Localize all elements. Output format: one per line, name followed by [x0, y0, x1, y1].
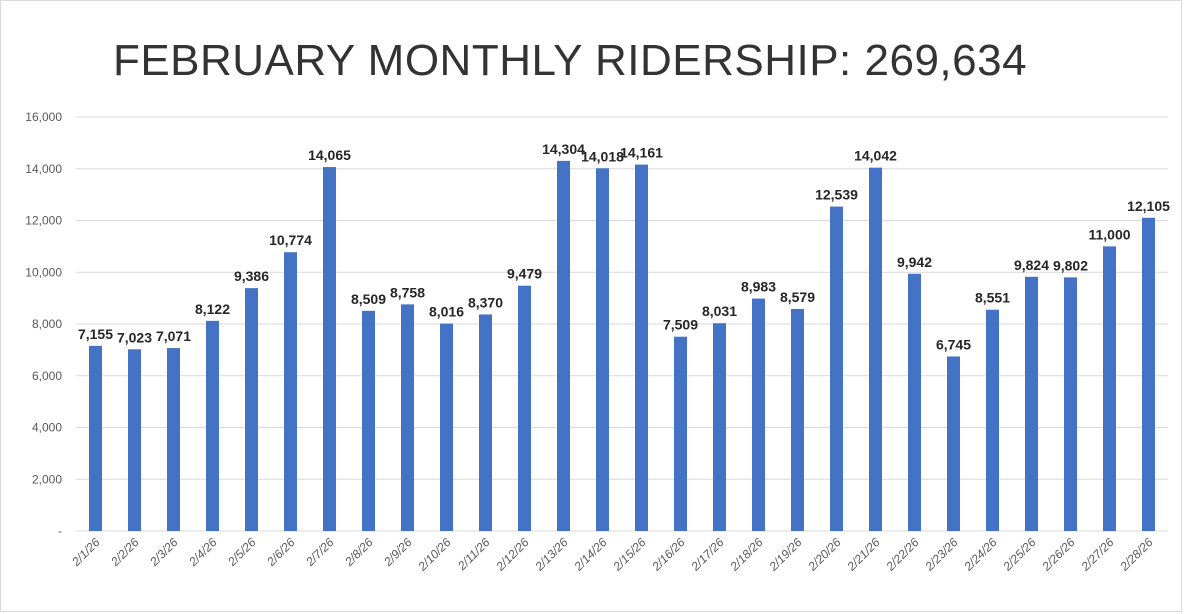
y-tick-label: 14,000: [25, 162, 62, 176]
bar: [596, 168, 609, 532]
y-tick-label: 2,000: [32, 472, 62, 486]
bar: [167, 348, 180, 531]
data-label: 8,122: [195, 301, 230, 317]
bar: [674, 336, 687, 531]
bar: [908, 273, 921, 531]
bar: [986, 309, 999, 531]
data-label: 8,758: [390, 284, 425, 300]
bar: [947, 356, 960, 531]
x-tick-label: 2/2/26: [107, 535, 141, 569]
y-tick-label: 8,000: [32, 317, 62, 331]
bar: [1103, 246, 1116, 531]
x-tick-label: 2/16/26: [649, 535, 688, 574]
y-tick-label: 10,000: [25, 265, 62, 279]
x-tick-label: 2/6/26: [263, 535, 297, 569]
x-tick-label: 2/5/26: [224, 535, 258, 569]
bar: [869, 167, 882, 531]
data-label: 9,386: [234, 268, 269, 284]
x-tick-label: 2/20/26: [805, 535, 844, 574]
x-tick-label: 2/11/26: [454, 535, 493, 574]
x-tick-label: 2/19/26: [766, 535, 805, 574]
bar: [479, 314, 492, 531]
x-tick-label: 2/24/26: [961, 535, 1000, 574]
y-tick-label: 6,000: [32, 369, 62, 383]
x-tick-label: 2/3/26: [146, 535, 180, 569]
data-label: 9,824: [1014, 257, 1049, 273]
bar: [518, 285, 531, 531]
y-tick-label: -: [58, 524, 62, 538]
y-tick-label: 12,000: [25, 214, 62, 228]
data-label: 14,161: [620, 145, 663, 161]
x-tick-label: 2/23/26: [922, 535, 961, 574]
bar: [752, 298, 765, 531]
data-label: 9,942: [897, 254, 932, 270]
x-tick-label: 2/4/26: [185, 535, 219, 569]
y-tick-label: 16,000: [25, 110, 62, 124]
data-label: 8,016: [429, 304, 464, 320]
x-tick-label: 2/7/26: [302, 535, 336, 569]
bar: [362, 310, 375, 531]
data-label: 9,479: [507, 266, 542, 282]
data-label: 12,539: [815, 187, 858, 203]
x-tick-label: 2/12/26: [493, 535, 532, 574]
bar: [713, 323, 726, 531]
data-label: 8,509: [351, 291, 386, 307]
data-label: 7,023: [117, 329, 152, 345]
data-label: 7,509: [663, 317, 698, 333]
bar: [89, 345, 102, 531]
data-label: 10,774: [269, 232, 312, 248]
bar: [128, 349, 141, 531]
chart-title: FEBRUARY MONTHLY RIDERSHIP: 269,634: [112, 36, 1028, 85]
x-tick-label: 2/17/26: [688, 535, 727, 574]
data-label: 7,155: [78, 326, 113, 342]
x-tick-label: 2/18/26: [727, 535, 766, 574]
x-tick-label: 2/10/26: [415, 535, 454, 574]
data-label: 11,000: [1088, 226, 1130, 242]
x-tick-label: 2/9/26: [380, 535, 414, 569]
x-tick-label: 2/27/26: [1078, 535, 1117, 574]
data-label: 12,105: [1127, 198, 1170, 214]
bar: [1142, 217, 1155, 531]
data-label: 14,042: [854, 148, 897, 164]
data-label: 8,983: [741, 279, 776, 295]
bar: [245, 288, 258, 531]
x-tick-label: 2/15/26: [610, 535, 649, 574]
bar: [1025, 276, 1038, 531]
data-label: 7,071: [156, 328, 191, 344]
data-label: 9,802: [1053, 257, 1088, 273]
data-label: 6,745: [936, 336, 971, 352]
bar: [830, 206, 843, 531]
bar: [401, 304, 414, 531]
data-label: 14,018: [581, 148, 624, 164]
data-label: 8,031: [702, 303, 737, 319]
data-label: 8,370: [468, 294, 503, 310]
bar: [791, 309, 804, 531]
x-tick-label: 2/13/26: [532, 535, 571, 574]
data-label: 8,579: [780, 289, 815, 305]
bar: [635, 164, 648, 532]
x-tick-label: 2/21/26: [844, 535, 883, 574]
data-label: 8,551: [975, 290, 1010, 306]
x-tick-label: 2/26/26: [1039, 535, 1078, 574]
x-tick-label: 2/28/26: [1117, 535, 1156, 574]
data-label: 14,304: [542, 141, 585, 157]
x-tick-label: 2/22/26: [883, 535, 922, 574]
x-tick-label: 2/25/26: [1000, 535, 1039, 574]
x-tick-label: 2/8/26: [341, 535, 375, 569]
bar: [1064, 277, 1077, 531]
y-tick-label: 4,000: [32, 421, 62, 435]
bar: [440, 323, 453, 531]
x-tick-label: 2/14/26: [571, 535, 610, 574]
data-label: 14,065: [308, 147, 351, 163]
x-tick-label: 2/1/26: [68, 535, 102, 569]
bar: [323, 167, 336, 532]
bar: [557, 160, 570, 531]
bar: [206, 320, 219, 531]
bar: [284, 252, 297, 531]
